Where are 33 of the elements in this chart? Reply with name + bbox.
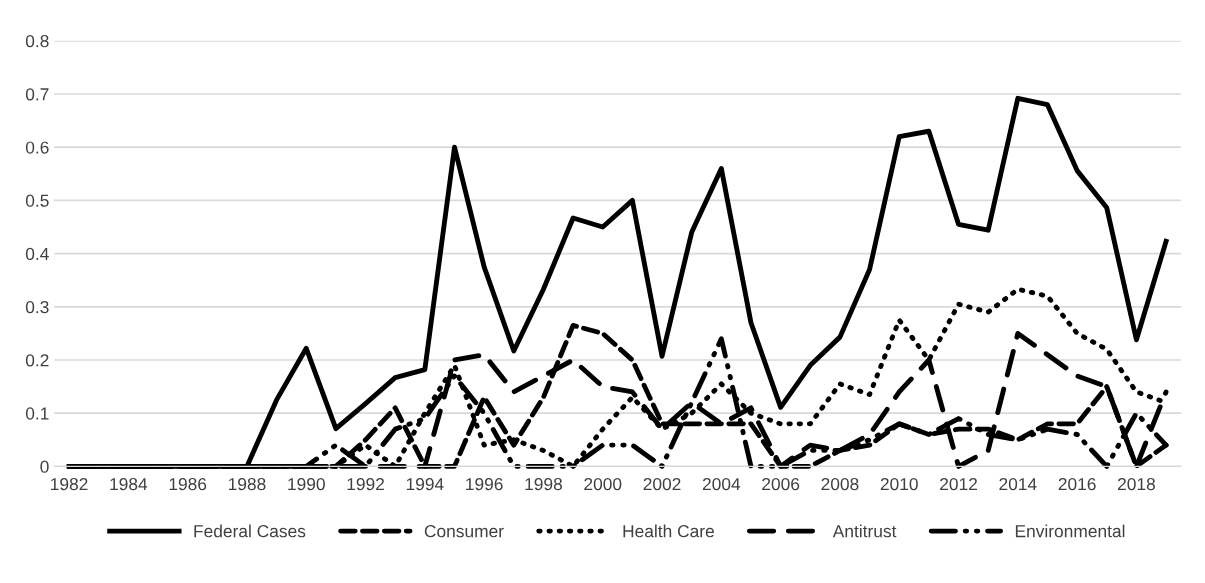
x-tick-label: 1998: [525, 477, 562, 491]
x-tick-label: 1986: [169, 477, 207, 491]
x-tick-label: 2014: [999, 477, 1037, 491]
x-tick-label: 1992: [347, 477, 384, 491]
legend-label: Antitrust: [832, 524, 897, 538]
x-tick-label: 2002: [643, 477, 681, 491]
x-tick-label: 2008: [821, 477, 859, 491]
legend-label: Federal Cases: [194, 524, 306, 538]
x-tick-label: 2006: [762, 477, 800, 491]
y-tick-label: 0.6: [25, 141, 49, 154]
x-tick-label: 2012: [940, 477, 977, 491]
y-tick-label: 0.2: [25, 354, 49, 367]
y-tick-label: 0: [40, 460, 49, 473]
legend-label: Environmental: [1015, 524, 1125, 538]
y-tick-label: 0.3: [25, 300, 49, 314]
x-tick-label: 2000: [584, 477, 622, 491]
x-tick-label: 1984: [110, 477, 148, 491]
x-tick-label: 2004: [702, 477, 741, 491]
x-tick-label: 1988: [228, 477, 266, 491]
x-tick-label: 2018: [1117, 477, 1155, 491]
x-tick-label: 2016: [1058, 477, 1096, 491]
legend-label: Health Care: [623, 524, 714, 538]
y-tick-label: 0.7: [25, 88, 49, 101]
x-tick-label: 1982: [51, 477, 88, 491]
x-tick-label: 1990: [288, 477, 325, 491]
x-tick-label: 1994: [406, 477, 444, 491]
legend-label: Consumer: [424, 525, 504, 538]
y-tick-label: 0.5: [25, 194, 49, 207]
y-tick-label: 0.4: [25, 247, 49, 261]
x-tick-label: 1996: [466, 477, 503, 491]
x-tick-label: 2010: [880, 477, 918, 491]
y-tick-label: 0.1: [25, 407, 49, 420]
y-tick-label: 0.8: [25, 34, 49, 48]
